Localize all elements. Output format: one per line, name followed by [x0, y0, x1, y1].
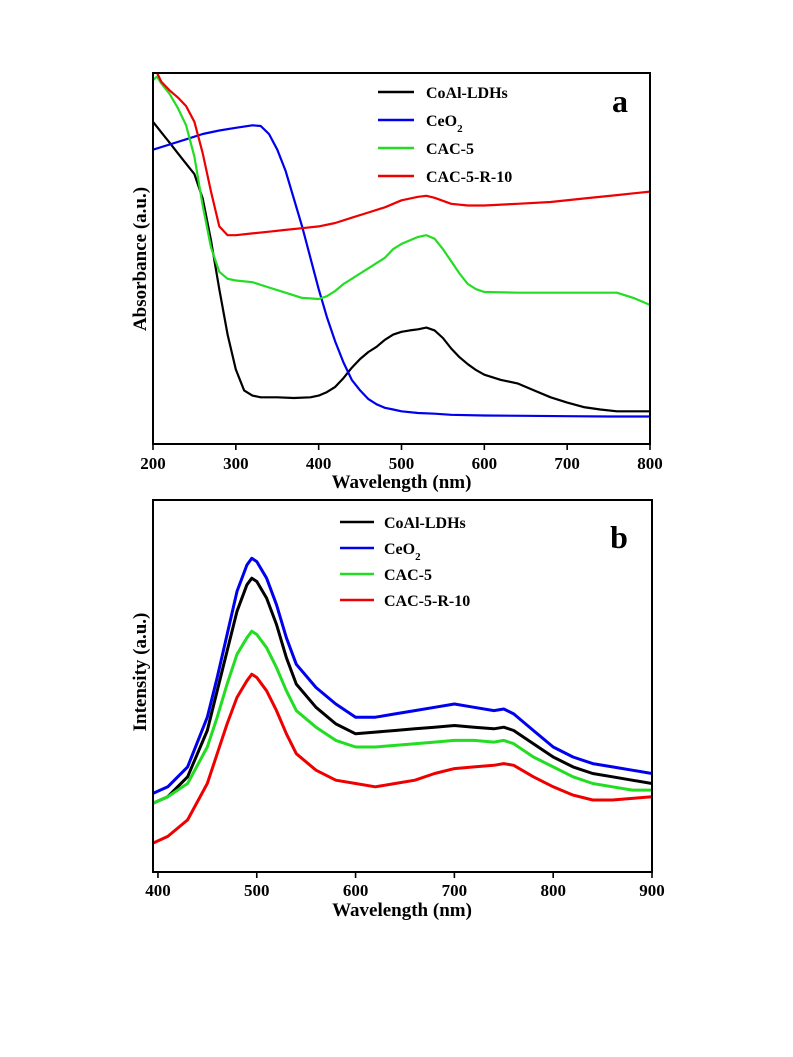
panel-b-letter: b [610, 519, 628, 555]
x-tick-label: 500 [244, 881, 270, 900]
panel-b-x-axis-label: Wavelength (nm) [332, 900, 472, 921]
series-line-ceo2 [153, 124, 650, 418]
panel-b-legend: CoAl-LDHs CeO2 CAC-5 CAC-5-R-10 [340, 515, 470, 610]
panel-b-y-axis-label: Intensity (a.u.) [130, 613, 151, 732]
x-tick-label: 200 [140, 454, 166, 473]
legend-entry-label: CoAl-LDHs [426, 85, 508, 102]
x-tick-label: 600 [343, 881, 369, 900]
series-line-cac-5-r-10 [153, 672, 652, 845]
panel-a-x-axis-label: Wavelength (nm) [332, 472, 472, 493]
series-line-cac-5-r-10 [155, 73, 650, 237]
series-line-coal-ldhs [153, 121, 650, 413]
panel-a-x-ticks: 200 300 400 500 600 700 800 [140, 444, 663, 473]
legend-entry-label: CoAl-LDHs [384, 515, 466, 532]
panel-a-y-axis-label: Absorbance (a.u.) [130, 187, 151, 331]
panel-b-frame [152, 499, 653, 873]
legend-entry-label: CeO2 [426, 113, 463, 135]
series-line-cac-5 [153, 629, 652, 805]
x-tick-label: 400 [306, 454, 332, 473]
x-tick-label: 700 [442, 881, 468, 900]
x-tick-label: 800 [637, 454, 663, 473]
x-tick-label: 400 [145, 881, 171, 900]
intensity-panel: 400 500 600 700 800 900 Wavelength (nm) Inten… [130, 499, 665, 921]
panel-a-letter: a [612, 83, 628, 119]
legend-entry-label: CAC-5-R-10 [384, 593, 470, 610]
series-line-ceo2 [153, 556, 652, 795]
absorbance-panel: 200 300 400 500 600 700 800 Wavelength (nm) Ab… [130, 72, 663, 493]
legend-entry-label: CeO2 [384, 541, 421, 563]
x-tick-label: 700 [554, 454, 580, 473]
panel-b-x-ticks: 400 500 600 700 800 900 [145, 872, 665, 900]
legend-entry-label: CAC-5 [426, 141, 474, 158]
x-tick-label: 800 [540, 881, 566, 900]
panel-a-legend: CoAl-LDHs CeO2 CAC-5 CAC-5-R-10 [378, 85, 512, 186]
panel-a-series-lines [153, 73, 650, 418]
series-line-coal-ldhs [153, 576, 652, 805]
series-line-cac-5 [153, 75, 650, 306]
x-tick-label: 300 [223, 454, 249, 473]
legend-entry-label: CAC-5-R-10 [426, 169, 512, 186]
x-tick-label: 900 [639, 881, 665, 900]
x-tick-label: 500 [389, 454, 415, 473]
panel-b-series-lines [153, 556, 652, 845]
legend-entry-label: CAC-5 [384, 567, 432, 584]
x-tick-label: 600 [472, 454, 498, 473]
